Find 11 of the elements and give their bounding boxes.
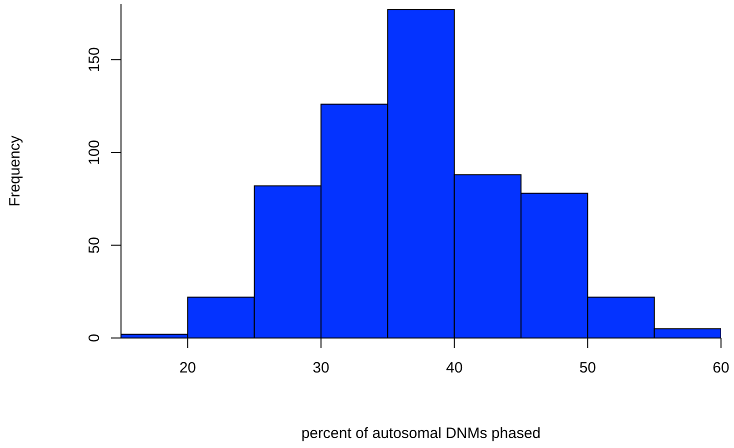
x-axis-title: percent of autosomal DNMs phased xyxy=(301,425,541,442)
x-tick-label: 30 xyxy=(312,360,330,377)
y-axis-title: Frequency xyxy=(6,135,24,206)
x-tick-label: 50 xyxy=(579,360,596,377)
x-tick-label: 20 xyxy=(179,360,196,377)
x-tick-label: 60 xyxy=(712,360,730,377)
x-tick-label: 40 xyxy=(446,360,463,377)
y-tick-label: 50 xyxy=(86,236,103,254)
y-tick-label: 150 xyxy=(86,47,103,72)
y-tick-label: 100 xyxy=(86,140,103,165)
y-tick-label: 0 xyxy=(86,334,103,342)
